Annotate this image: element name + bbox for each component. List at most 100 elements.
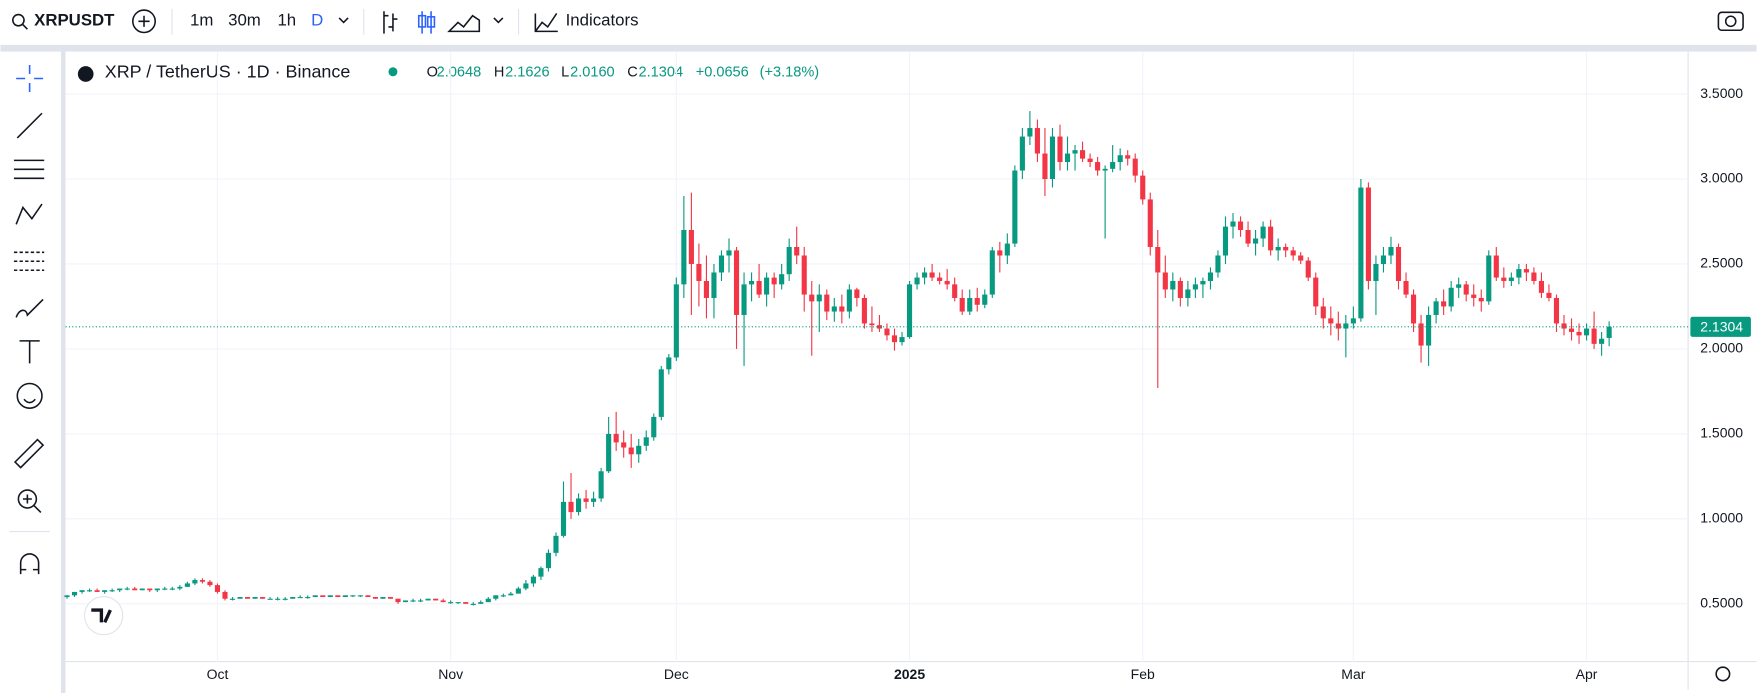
candle-body (1049, 136, 1056, 180)
interval[interactable]: 1h (277, 11, 296, 30)
pattern-tool[interactable] (15, 203, 43, 225)
ohlc-value: 2.0160 (570, 65, 615, 81)
ruler-tool[interactable] (13, 438, 45, 469)
change: +0.0656 (696, 65, 749, 81)
bars-icon[interactable] (383, 11, 398, 34)
candle-body (1328, 318, 1334, 324)
candle-body (1237, 221, 1244, 231)
x-tick-label: Dec (664, 666, 689, 682)
candle-body (1283, 246, 1289, 251)
candle-body (402, 600, 409, 603)
add-symbol[interactable] (132, 9, 157, 34)
candle-body (1320, 306, 1326, 319)
x-tick-label: Apr (1576, 666, 1598, 682)
candle-body (666, 357, 672, 370)
zoom-tool[interactable] (17, 489, 38, 509)
candle-body (530, 576, 536, 584)
candle-body (448, 602, 454, 604)
interval[interactable]: 1m (190, 11, 213, 30)
chart-type-dropdown[interactable] (493, 17, 504, 24)
brush-tool[interactable] (15, 298, 44, 318)
indicators-button[interactable]: Indicators (566, 11, 639, 30)
candle-body (1516, 269, 1522, 278)
candle-body (749, 280, 755, 285)
candle-body (628, 447, 634, 455)
candle-body (1305, 260, 1311, 278)
candle-body (102, 590, 108, 592)
candle-body (290, 597, 296, 599)
candle-body (282, 598, 288, 600)
candle-body (222, 591, 228, 599)
candle-body (1441, 301, 1447, 307)
candle-body (914, 277, 920, 285)
emoji-tool[interactable] (16, 382, 43, 409)
settings-icon[interactable] (1715, 666, 1731, 682)
fib-tool[interactable] (13, 159, 45, 180)
candle-body (1335, 323, 1341, 329)
search-icon[interactable] (12, 13, 25, 27)
candle-body (237, 597, 243, 599)
candle-body (214, 585, 221, 592)
candle-body (1493, 255, 1499, 278)
candle-body (1358, 187, 1364, 319)
snapshot-icon[interactable] (1717, 11, 1744, 32)
candle-body (613, 433, 619, 443)
candle-body (1313, 277, 1319, 307)
candle-body (1102, 168, 1108, 171)
interval-dropdown[interactable] (338, 17, 349, 24)
candle-body (741, 284, 747, 315)
candle-body (688, 230, 694, 264)
candle-body (260, 597, 266, 599)
candle-body (162, 588, 168, 590)
prediction-tool[interactable] (13, 251, 45, 272)
candle-body (470, 603, 476, 605)
indicators-icon[interactable] (534, 13, 558, 33)
magnet-tool[interactable] (19, 553, 40, 575)
search-icon-handle (21, 23, 28, 30)
candle-body (1403, 280, 1409, 295)
candle-body (801, 255, 807, 295)
area-icon[interactable] (447, 14, 481, 33)
candle-body (1019, 136, 1025, 171)
candle-body (711, 272, 717, 298)
candle-body (1553, 297, 1560, 324)
candle-body (1298, 255, 1304, 261)
candle-body (1170, 280, 1176, 290)
text-tool[interactable] (19, 340, 40, 364)
candle-body (177, 586, 183, 589)
candle-body (575, 498, 582, 513)
candle-body (703, 280, 709, 298)
candle-body (1064, 153, 1071, 163)
candle-body (869, 323, 875, 326)
crosshair-tool[interactable] (16, 65, 44, 92)
symbol[interactable]: XRPUSDT (34, 11, 115, 30)
candle-body (1418, 323, 1424, 346)
candle-body (1125, 155, 1131, 159)
candle-body (1546, 292, 1552, 298)
chart-header: XRP / TetherUS · 1D · Binance O 2.0648 H… (77, 62, 819, 82)
trendline-tool[interactable] (16, 112, 43, 139)
y-tick-label: 3.5000 (1700, 85, 1743, 101)
add-symbol-plus (138, 15, 150, 27)
candle-body (952, 284, 958, 298)
candle-body (786, 246, 792, 275)
candle-body (485, 598, 491, 603)
y-tick-label: 1.5000 (1700, 425, 1743, 441)
left-divider (61, 51, 66, 693)
candle-body (305, 597, 311, 599)
ohlc-value: 2.1626 (505, 65, 550, 81)
interval[interactable]: 30m (228, 11, 261, 30)
candle-body (598, 471, 604, 499)
interval-active[interactable]: D (311, 11, 323, 30)
candle-body (132, 588, 138, 591)
candle-body (1433, 301, 1439, 315)
candle-body (1132, 158, 1138, 176)
candle-body (500, 595, 506, 597)
candle-body (568, 501, 574, 513)
candle-body (794, 246, 800, 256)
candle-body (515, 588, 521, 594)
candle-body (1192, 284, 1198, 290)
candle-body (1260, 226, 1266, 239)
candle-body (944, 280, 950, 285)
